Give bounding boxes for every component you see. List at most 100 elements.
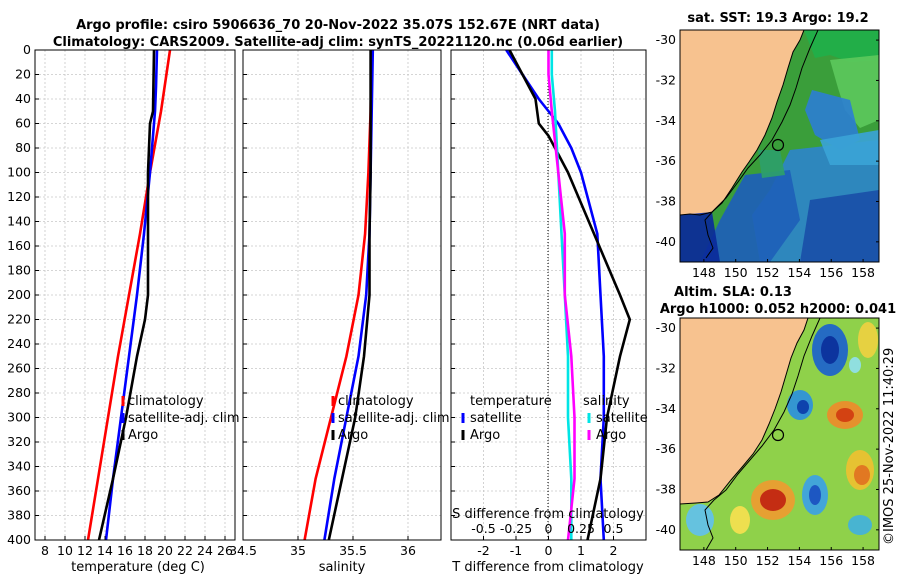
map-ytick-label: -36 [656,153,676,168]
sla-map-box [679,317,880,551]
sst-shelf-contour [704,30,819,259]
figure-title-line1: Argo profile: csiro 5906636_70 20-Nov-20… [76,18,600,33]
salinity-xlabel: salinity [319,560,366,575]
series-line-s-argo [547,50,576,540]
ytick-label: 120 [7,189,31,204]
map-xtick-label: 158 [851,553,875,568]
s-diff-tick-label: 0 [545,521,553,536]
map-ytick-label: -34 [656,113,676,128]
ytick-label: 220 [7,312,31,327]
xtick-label-difference: 1 [577,543,585,558]
difference-panel: -2 -1 0 1 2 -0.5 -0.25 0 0.25 0.5 S difference fr… [450,49,648,575]
map-ytick-label: -40 [656,522,676,537]
ytick-label: 340 [7,459,31,474]
sla-anomaly-blob [730,506,750,534]
series-line-t-satellite [505,50,606,540]
temperature-xlabel: temperature (deg C) [71,560,205,575]
xtick-label-salinity: 36 [400,543,416,558]
xtick-label-difference: 2 [610,543,618,558]
map-ytick-label: -34 [656,401,676,416]
map-ytick-label: -38 [656,193,676,208]
series-line-s-satellite [550,50,573,540]
s-diff-tick-label: -0.5 [471,521,495,536]
ytick-label: 60 [15,116,31,131]
sst-color-patch [758,150,785,178]
map-xtick-label: 156 [819,553,843,568]
sla-anomaly-blob [848,515,872,535]
map-xtick-label: 150 [724,553,748,568]
sst-map-title: sat. SST: 19.3 Argo: 19.2 [687,11,868,26]
map-ytick-label: -32 [656,360,676,375]
ytick-label: 320 [7,434,31,449]
xtick-label-difference: 0 [545,543,553,558]
ytick-label: 180 [7,263,31,278]
sla-anomaly-blob [821,336,839,364]
map-xtick-label: 156 [819,265,843,280]
temperature-panel: 8 10 12 14 16 18 20 22 24 26020406080100120140160… [7,42,239,575]
sla-map-title: Altim. SLA: 0.13 [674,285,792,300]
sla-coastline [680,318,809,505]
xtick-label-temperature: 20 [157,543,173,558]
ytick-label: 0 [23,42,31,57]
xtick-label-difference: -2 [477,543,489,558]
legend-label: climatology [338,394,414,409]
sla-shelf-contour [704,318,821,550]
ytick-label: 80 [15,140,31,155]
sla-anomaly-blob [858,322,878,358]
sst-argo-marker [771,138,785,152]
sst-map-panel: sat. SST: 19.3 Argo: 19.2 148 150 152 154 15… [656,11,880,280]
sst-color-patch [804,30,879,62]
xtick-label-salinity: 35 [290,543,306,558]
xtick-label-temperature: 24 [197,543,213,558]
sla-anomaly-blob [686,504,714,536]
legend-label-t: satellite [470,411,522,426]
ytick-label: 300 [7,410,31,425]
map-xtick-label: 148 [692,265,716,280]
sst-coastline [680,30,805,216]
sla-anomaly-blob [854,465,870,485]
xtick-label-temperature: 14 [97,543,113,558]
map-ytick-label: -30 [656,320,676,335]
legend-title-salinity: salinity [583,394,630,409]
sst-color-patch [830,55,879,128]
sst-color-patch [700,170,800,262]
figure-title-line2: Climatology: CARS2009. Satellite-adj cli… [53,35,623,50]
xtick-label-difference: -1 [510,543,522,558]
salinity-panel: 34.5 35 35.5 36 salinity climatology satelli… [229,49,450,575]
ytick-label: 200 [7,287,31,302]
sla-land [680,318,808,504]
map-xtick-label: 152 [756,553,780,568]
xtick-label-temperature: 10 [57,543,73,558]
series-line-climatology [86,50,172,540]
sla-argo-marker [771,428,785,442]
sla-map-panel: Altim. SLA: 0.13 Argo h1000: 0.052 h2000… [656,285,897,568]
sla-anomaly-blob [797,400,809,414]
map-xtick-label: 148 [692,553,716,568]
map-xtick-label: 158 [851,265,875,280]
xtick-label-temperature: 8 [41,543,49,558]
s-diff-tick-label: 0.5 [604,521,624,536]
ytick-label: 160 [7,238,31,253]
ytick-label: 20 [15,67,31,82]
ytick-label: 400 [7,532,31,547]
xtick-label-temperature: 26 [217,543,233,558]
legend-label: satellite-adj. clim [338,411,450,426]
s-difference-label: S difference from climatology [452,507,644,522]
map-xtick-label: 154 [787,553,811,568]
xtick-label-temperature: 12 [77,543,93,558]
xtick-label-temperature: 22 [177,543,193,558]
sla-anomaly-blob [849,357,861,373]
legend-label-s: satellite [596,411,648,426]
xtick-label-temperature: 18 [137,543,153,558]
sla-anomaly-blob [836,408,854,422]
ytick-label: 260 [7,361,31,376]
legend-label: climatology [128,394,204,409]
map-ytick-label: -40 [656,234,676,249]
sla-map-subtitle: Argo h1000: 0.052 h2000: 0.041 [660,302,896,317]
ytick-label: 40 [15,91,31,106]
sst-color-patch [680,212,720,262]
series-line-argo [327,50,372,540]
map-ytick-label: -38 [656,481,676,496]
s-diff-tick-label: -0.25 [500,521,532,536]
